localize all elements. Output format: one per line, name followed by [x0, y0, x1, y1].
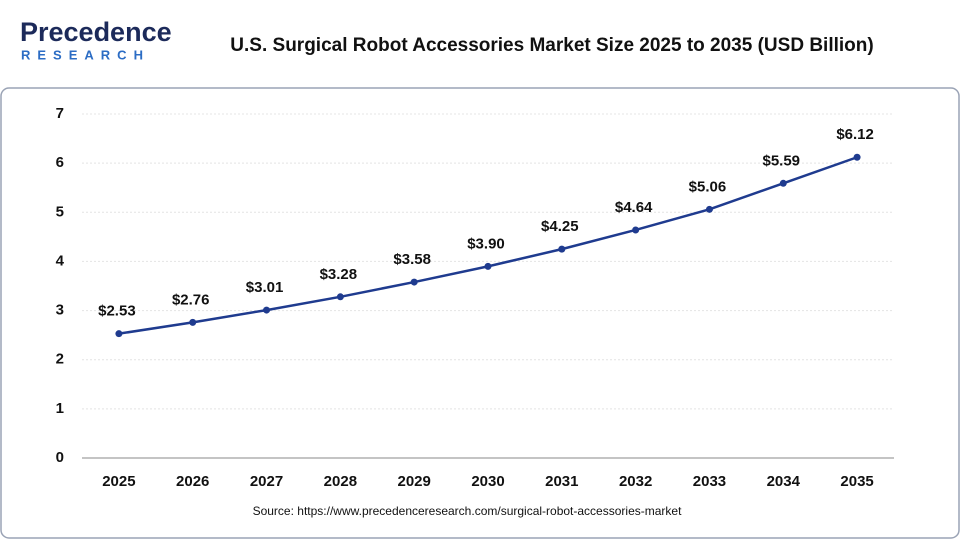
point	[779, 179, 787, 187]
value-label: $4.25	[541, 218, 579, 235]
x-tick-label: 2033	[693, 473, 726, 490]
chart-title: U.S. Surgical Robot Accessories Market S…	[230, 35, 873, 56]
logo-name: Precedence	[20, 17, 172, 47]
x-tick-label: 2030	[471, 473, 504, 490]
logo-tagline: RESEARCH	[21, 47, 150, 62]
value-label: $3.28	[320, 266, 358, 283]
value-label: $3.90	[467, 235, 505, 252]
point	[189, 318, 197, 326]
point	[115, 330, 123, 338]
y-tick-label: 6	[56, 154, 64, 171]
value-label: $6.12	[836, 126, 874, 143]
point	[705, 205, 713, 213]
x-tick-label: 2028	[324, 473, 357, 490]
value-label: $4.64	[615, 199, 653, 216]
source: Source: https://www.precedenceresearch.c…	[253, 504, 683, 518]
y-tick-label: 3	[56, 302, 64, 319]
frame	[0, 87, 960, 539]
x-tick-label: 2034	[767, 473, 801, 490]
point	[632, 226, 640, 234]
y-tick-label: 1	[56, 400, 64, 417]
point	[853, 153, 861, 161]
x-tick-label: 2027	[250, 473, 283, 490]
point	[484, 262, 492, 270]
point	[263, 306, 271, 314]
point	[558, 245, 566, 253]
y-tick-label: 4	[56, 252, 65, 269]
value-label: $2.53	[98, 303, 136, 320]
y-tick-label: 5	[56, 203, 64, 220]
y-tick-label: 2	[56, 351, 64, 368]
value-label: $3.58	[393, 251, 431, 268]
y-tick-label: 0	[56, 449, 64, 466]
value-label: $3.01	[246, 279, 284, 296]
value-label: $5.59	[762, 152, 800, 169]
point	[336, 293, 344, 301]
value-label: $5.06	[689, 178, 727, 195]
x-tick-label: 2025	[102, 473, 135, 490]
x-tick-label: 2035	[840, 473, 873, 490]
value-label: $2.76	[172, 291, 210, 308]
x-tick-label: 2032	[619, 473, 652, 490]
point	[410, 278, 418, 286]
x-tick-label: 2031	[545, 473, 578, 490]
x-tick-label: 2026	[176, 473, 209, 490]
y-tick-label: 7	[56, 105, 64, 122]
x-tick-label: 2029	[397, 473, 430, 490]
